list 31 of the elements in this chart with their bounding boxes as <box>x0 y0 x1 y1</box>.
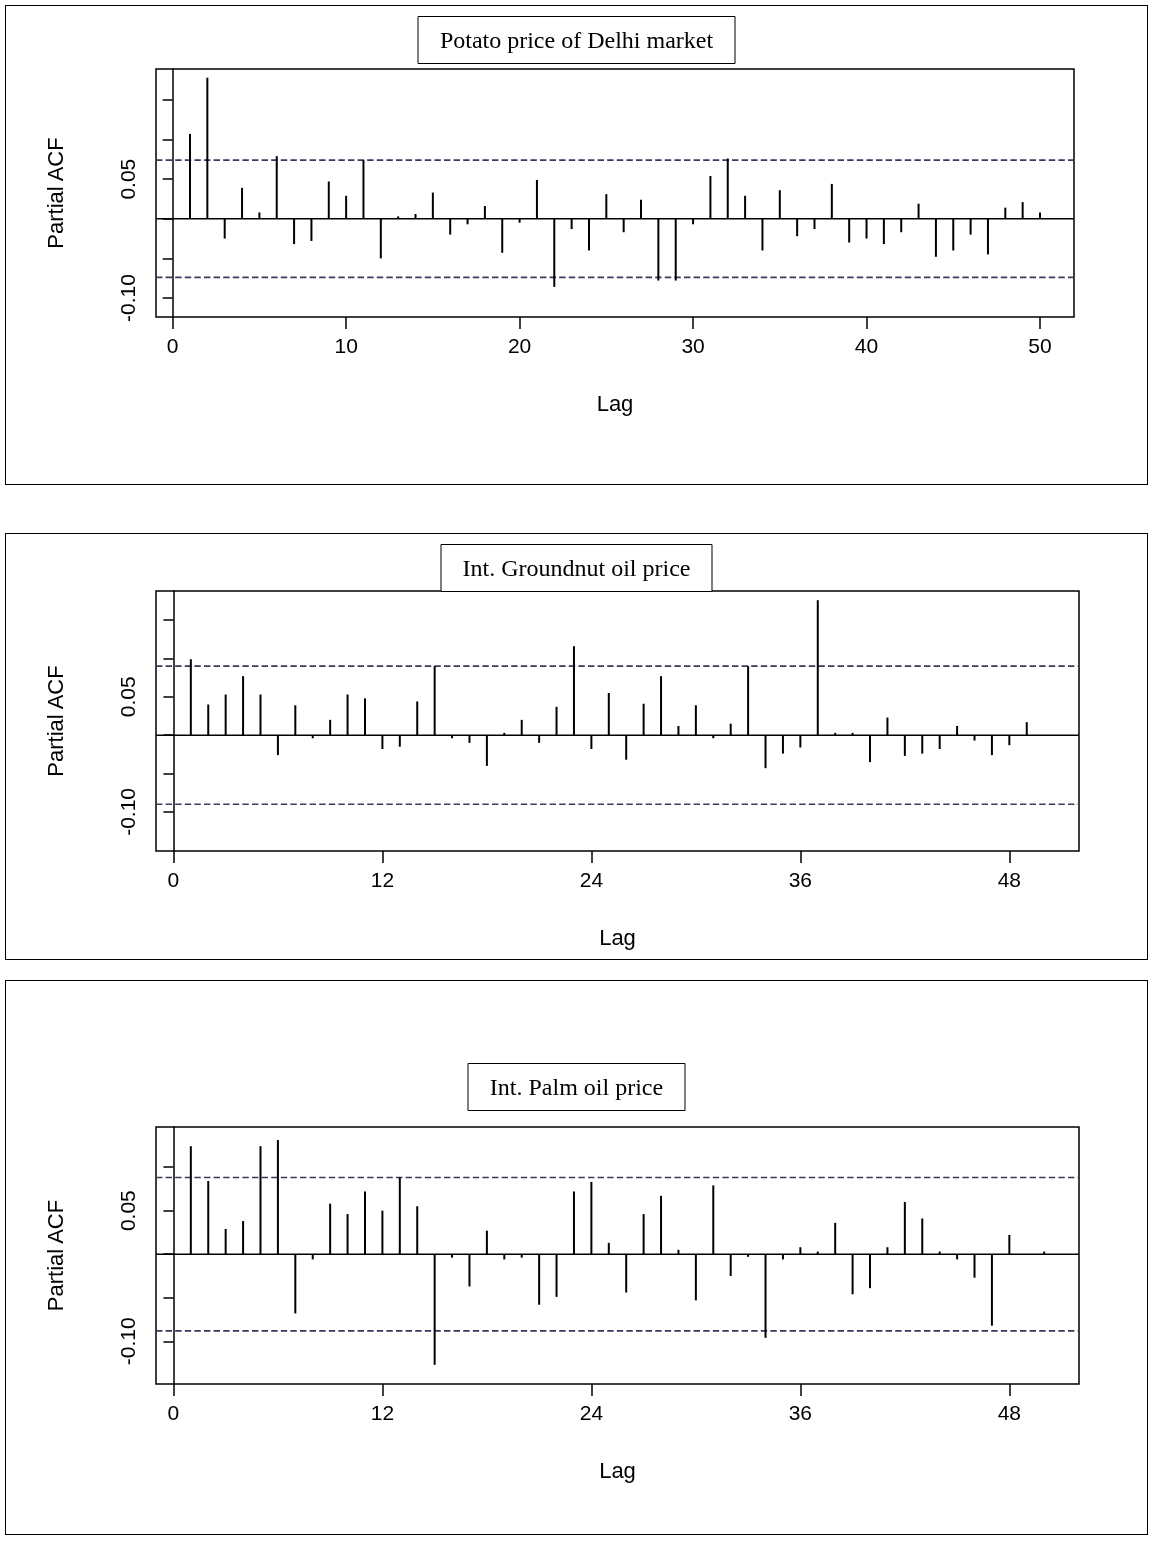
y-tick-label: -0.10 <box>116 274 139 322</box>
x-axis-title: Lag <box>599 924 636 950</box>
x-tick-label: 36 <box>788 868 813 891</box>
chart-title: Int. Groundnut oil price <box>462 555 691 581</box>
x-tick-label: 40 <box>854 334 879 357</box>
x-tick-label: 48 <box>997 1401 1022 1424</box>
x-tick-label: 0 <box>166 334 179 357</box>
chart-title: Potato price of Delhi market <box>439 27 714 53</box>
y-tick-label: -0.10 <box>116 787 139 836</box>
x-tick-label: 12 <box>370 1401 395 1424</box>
x-tick-label: 0 <box>167 1401 180 1424</box>
x-tick-label: 24 <box>579 1401 604 1424</box>
x-axis-title: Lag <box>599 1457 636 1483</box>
y-tick-label: 0.05 <box>116 158 139 200</box>
y-axis-title: Partial ACF <box>42 137 68 249</box>
x-tick-label: 50 <box>1028 334 1052 357</box>
x-tick-label: 48 <box>997 868 1022 891</box>
x-tick-label: 0 <box>167 868 180 891</box>
x-tick-label: 30 <box>681 334 705 357</box>
y-axis-title: Partial ACF <box>42 665 68 777</box>
x-tick-label: 24 <box>579 868 604 891</box>
chart-title: Int. Palm oil price <box>489 1074 664 1100</box>
y-tick-label: 0.05 <box>116 1190 139 1232</box>
y-tick-label: -0.10 <box>116 1317 139 1366</box>
x-axis-title: Lag <box>596 390 634 416</box>
x-tick-label: 12 <box>370 868 395 891</box>
x-tick-label: 10 <box>334 334 358 357</box>
y-tick-label: 0.05 <box>116 676 139 718</box>
x-tick-label: 20 <box>507 334 532 357</box>
y-axis-title: Partial ACF <box>42 1199 68 1312</box>
x-tick-label: 36 <box>788 1401 813 1424</box>
